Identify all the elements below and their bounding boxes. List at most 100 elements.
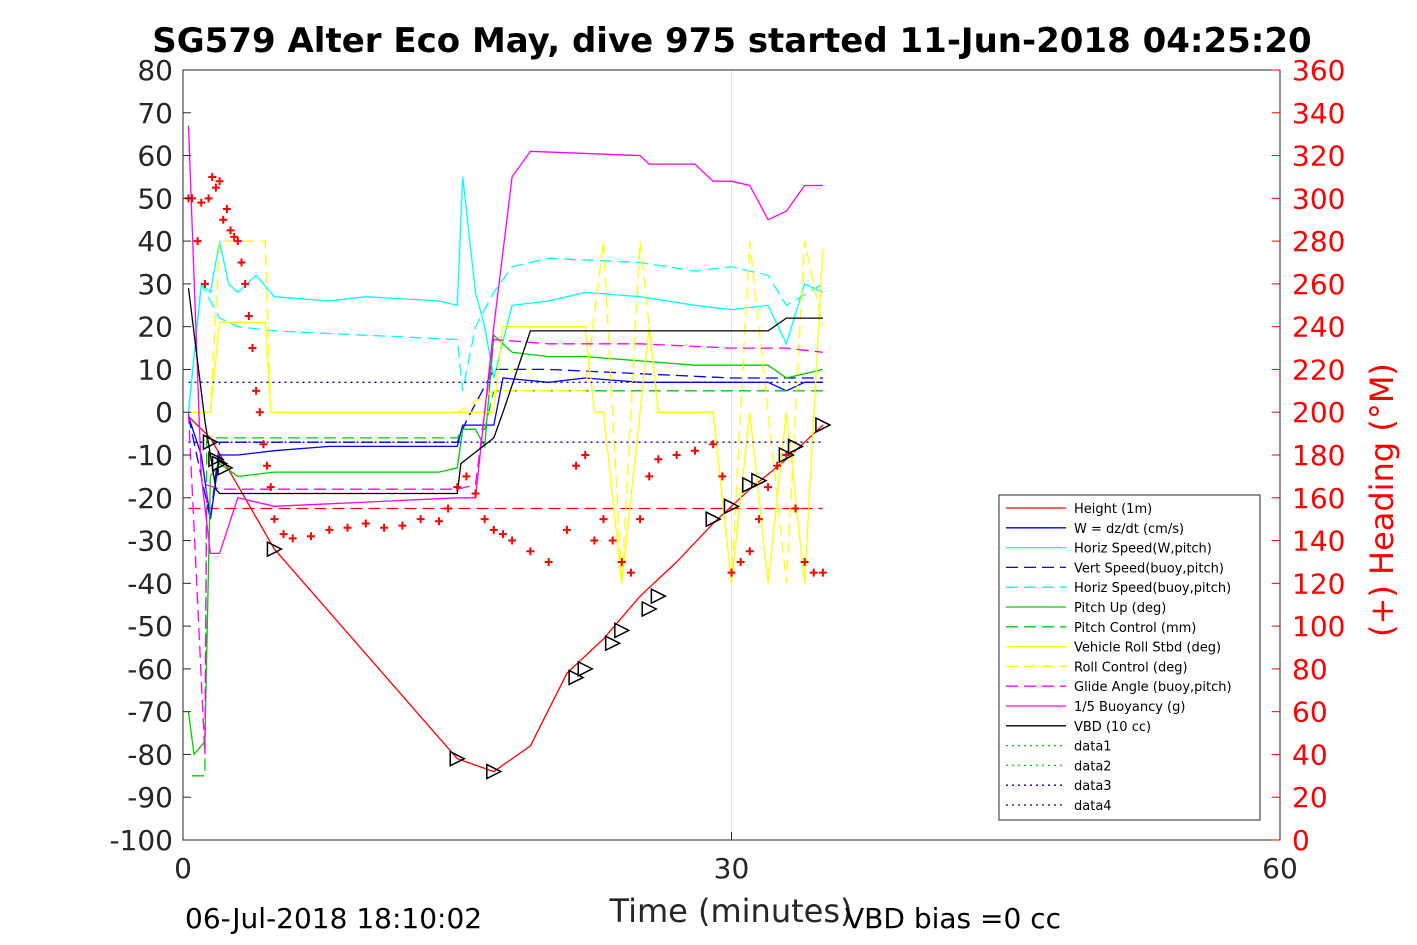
triangle-marker <box>211 455 229 472</box>
y-right-tick-label: 340 <box>1292 97 1345 130</box>
heading-point <box>718 472 727 481</box>
heading-point <box>248 344 257 353</box>
y-tick-label: 70 <box>137 97 173 130</box>
series-line-w-dz-dt-cm-s- <box>187 377 823 520</box>
y-tick-label: 10 <box>137 353 173 386</box>
y-tick-label: -70 <box>127 696 173 729</box>
y-tick-label: 80 <box>137 54 173 87</box>
heading-point <box>791 504 800 513</box>
heading-point <box>211 183 220 192</box>
y-right-tick-label: 360 <box>1292 54 1345 87</box>
y-tick-label: 60 <box>137 140 173 173</box>
y-tick-label: 40 <box>137 225 173 258</box>
y-right-tick-label: 200 <box>1292 396 1345 429</box>
legend: Height (1m) W = dz/dt (cm/s) Horiz Speed(W… <box>998 494 1261 821</box>
x-axis: 0 30 60 <box>174 832 1298 885</box>
triangle-marker <box>266 540 284 558</box>
heading-point <box>197 198 206 207</box>
chart-title: SG579 Alter Eco May, dive 975 started 11… <box>152 21 1311 61</box>
heading-point <box>219 215 228 224</box>
heading-point <box>572 461 581 470</box>
y-tick-label: 0 <box>155 396 173 429</box>
heading-point <box>617 557 626 566</box>
series-line-horiz-speed-buoy-pitch- <box>187 257 824 413</box>
plot-series <box>184 125 832 780</box>
heading-point <box>645 472 654 481</box>
heading-point <box>288 534 297 543</box>
y-tick-label: -60 <box>127 653 173 686</box>
heading-point <box>480 515 489 524</box>
footer-date: 06-Jul-2018 18:10:02 <box>185 902 482 935</box>
heading-point <box>709 440 718 449</box>
triangle-marker <box>604 635 622 652</box>
y-right-tick-label: 160 <box>1292 482 1345 515</box>
y-right-tick-label: 140 <box>1292 525 1345 558</box>
y-tick-label: -50 <box>127 610 173 643</box>
heading-point <box>306 532 315 541</box>
y-right-tick-label: 180 <box>1292 439 1345 472</box>
legend-label: Glide Angle (buoy,pitch) <box>1074 680 1232 695</box>
heading-point <box>654 455 663 464</box>
heading-point <box>562 525 571 534</box>
heading-point <box>672 451 681 459</box>
y-axis-right-label: (+) Heading (°M) <box>1363 363 1401 637</box>
y-axis-left: 80 70 60 50 40 30 20 10 0 -10 -20 -30 -40 -50 -60 -70 -8… <box>109 54 191 857</box>
legend-label: Vert Speed(buoy,pitch) <box>1074 561 1224 576</box>
legend-label: Pitch Control (mm) <box>1074 621 1196 636</box>
y-tick-label: -80 <box>127 738 173 771</box>
heading-point <box>818 568 827 577</box>
heading-point <box>279 530 288 539</box>
triangle-marker <box>778 446 796 464</box>
legend-label: Horiz Speed(W,pitch) <box>1074 542 1212 557</box>
heading-point <box>380 523 389 532</box>
legend-label: Roll Control (deg) <box>1074 660 1188 675</box>
heading-point <box>270 515 279 524</box>
y-right-tick-label: 280 <box>1292 225 1345 258</box>
triangle-marker <box>815 416 832 434</box>
heading-point <box>800 557 809 566</box>
heading-point <box>361 519 370 528</box>
legend-label: Height (1m) <box>1074 502 1152 517</box>
y-right-tick-label: 240 <box>1292 311 1345 344</box>
heading-point <box>526 547 535 556</box>
heading-point <box>462 472 471 481</box>
series-line-vbd-10-cc- <box>187 288 823 495</box>
heading-point <box>255 408 264 417</box>
heading-point <box>745 547 754 556</box>
y-tick-label: -100 <box>109 824 173 857</box>
y-right-tick-label: 120 <box>1292 567 1345 600</box>
heading-point <box>581 451 590 459</box>
x-tick-label: 0 <box>174 852 192 885</box>
heading-point <box>241 279 250 288</box>
x-axis-label: Time (minutes) <box>609 892 853 930</box>
legend-label: data3 <box>1074 779 1112 794</box>
y-tick-label: -30 <box>127 525 173 558</box>
heading-point <box>263 461 272 470</box>
heading-point <box>208 172 217 181</box>
heading-point <box>590 536 599 545</box>
triangle-marker <box>577 660 594 678</box>
heading-point <box>608 536 617 545</box>
legend-label: data1 <box>1074 740 1112 755</box>
y-right-tick-label: 320 <box>1292 140 1345 173</box>
heading-point <box>489 525 498 534</box>
heading-point <box>193 237 202 246</box>
x-tick-label: 30 <box>714 852 750 885</box>
heading-point <box>416 515 425 524</box>
heading-point <box>266 483 275 492</box>
triangle-marker <box>723 498 741 515</box>
series-line-vert-speed-buoy-pitch- <box>187 368 823 520</box>
triangle-marker <box>217 459 234 477</box>
series-line-glide-angle-buoy-pitch- <box>187 338 823 755</box>
heading-point <box>444 504 453 513</box>
series-line-vehicle-roll-stbd-deg- <box>188 249 824 584</box>
series-line-horiz-speed-w-pitch- <box>187 176 824 413</box>
triangle-marker <box>614 622 631 639</box>
heading-point <box>736 557 745 566</box>
heading-point <box>453 483 462 492</box>
y-tick-label: 20 <box>137 311 173 344</box>
heading-point <box>544 557 553 566</box>
y-tick-label: -40 <box>127 567 173 600</box>
heading-point <box>204 194 213 203</box>
triangle-marker <box>742 476 759 494</box>
